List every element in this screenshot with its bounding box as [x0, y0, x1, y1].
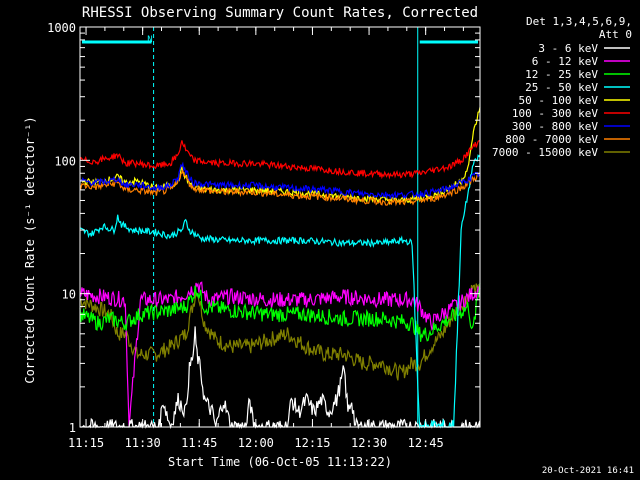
y-tick-label: 1000 — [47, 21, 76, 35]
legend-label: 50 - 100 keV — [519, 94, 599, 107]
plot-border — [79, 26, 481, 428]
x-tick-label: 11:30 — [125, 436, 161, 450]
timestamp: 20-Oct-2021 16:41 — [541, 466, 634, 476]
legend-header-line2: Att 0 — [599, 28, 632, 41]
series-line-800-7000-kev — [79, 170, 481, 207]
series-line-6-12-kev — [79, 281, 481, 428]
legend-label: 12 - 25 keV — [525, 68, 598, 81]
y-tick-label: 10 — [62, 288, 76, 302]
y-ticks: 1 10 100 1000 — [47, 21, 480, 435]
x-tick-label: 12:45 — [408, 436, 444, 450]
x-tick-label: 11:15 — [68, 436, 104, 450]
legend-label: 7000 - 15000 keV — [492, 146, 598, 159]
series-line-100-300-kev — [79, 140, 481, 180]
series-line-12-25-kev — [79, 283, 481, 342]
x-tick-label: 11:45 — [181, 436, 217, 450]
series-line-300-800-kev — [79, 161, 481, 200]
x-ticks: 11:15 11:30 11:45 12:00 12:15 12:30 12:45 — [68, 27, 464, 450]
legend-label: 25 - 50 keV — [525, 81, 598, 94]
series-line-7000-15000-kev — [79, 283, 481, 381]
y-axis-label: Corrected Count Rate (s⁻¹ detector⁻¹) — [23, 116, 37, 383]
legend-label: 300 - 800 keV — [512, 120, 598, 133]
legend-label: 800 - 7000 keV — [505, 133, 598, 146]
legend-label: 100 - 300 keV — [512, 107, 598, 120]
x-tick-label: 12:30 — [351, 436, 387, 450]
x-axis-label: Start Time (06-Oct-05 11:13:22) — [168, 455, 392, 469]
y-tick-label: 1 — [69, 421, 76, 435]
series-line-50-100-kev — [79, 107, 481, 206]
x-tick-label: 12:15 — [294, 436, 330, 450]
x-tick-label: 12:00 — [238, 436, 274, 450]
y-axis-label-text: Corrected Count Rate (s⁻¹ detector⁻¹) — [23, 116, 37, 383]
plot-frame — [79, 26, 481, 428]
legend-label: 3 - 6 keV — [538, 42, 598, 55]
plot-series — [79, 107, 481, 430]
legend-label: 6 - 12 keV — [532, 55, 599, 68]
chart-title: RHESSI Observing Summary Count Rates, Co… — [82, 5, 478, 21]
legend-header-line1: Det 1,3,4,5,6,9, — [526, 15, 632, 28]
n-marker: N — [147, 35, 152, 45]
y-tick-label: 100 — [54, 154, 76, 168]
series-line-25-50-kev — [79, 154, 481, 429]
